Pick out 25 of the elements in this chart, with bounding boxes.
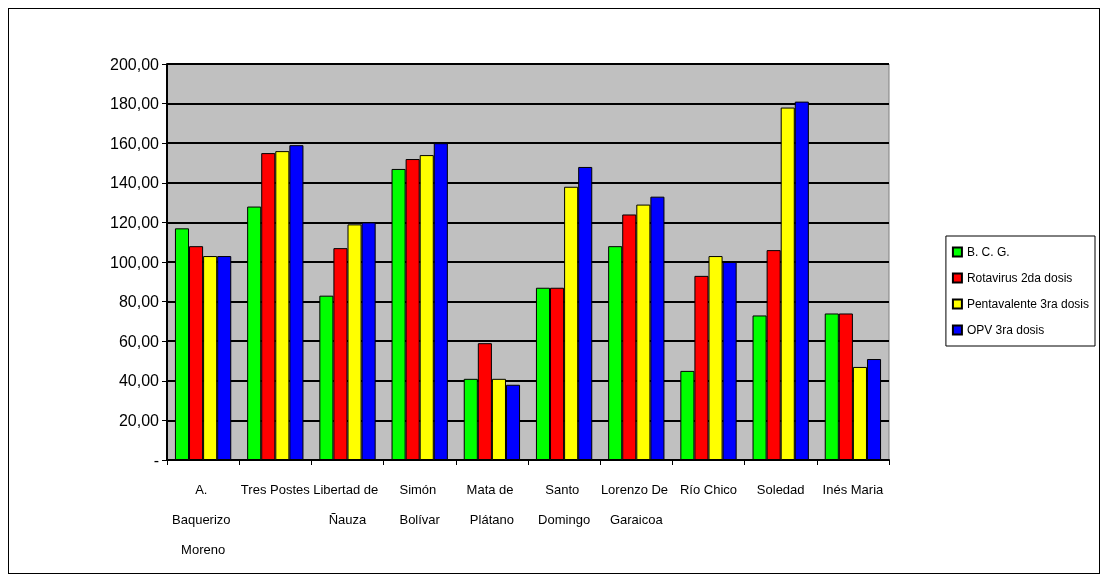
x-tick-label: Río Chico xyxy=(679,481,738,497)
y-tick-label: 140,00 xyxy=(110,174,160,192)
y-tick-label: 60,00 xyxy=(118,332,160,350)
y-tick-label: 100,00 xyxy=(110,253,160,271)
x-tick-label: Lorenzo De Garaicoa xyxy=(600,481,672,527)
x-tick-label: Inés Maria xyxy=(822,481,885,497)
y-tick-label: 20,00 xyxy=(118,411,160,429)
x-tick-label: Tres Postes xyxy=(240,481,311,497)
y-tick-label: 80,00 xyxy=(118,293,160,311)
x-tick-label: Santo Domingo xyxy=(538,481,591,527)
x-tick-label: A. Baquerizo Moreno xyxy=(172,481,235,557)
y-tick-label: - xyxy=(153,451,159,469)
x-tick-label: Simón Bolívar xyxy=(399,481,441,527)
y-tick-label: 40,00 xyxy=(118,372,160,390)
legend-label: Pentavalente 3ra dosis xyxy=(966,297,1090,311)
legend-label: Rotavirus 2da dosis xyxy=(966,271,1073,285)
legend-label: B. C. G. xyxy=(966,245,1010,259)
x-tick-label: Soledad xyxy=(756,481,805,497)
y-tick-label: 180,00 xyxy=(110,95,160,113)
y-tick-label: 160,00 xyxy=(110,134,160,152)
x-tick-label: Libertad de Ñauza xyxy=(313,481,382,527)
y-tick-label: 200,00 xyxy=(110,55,160,73)
y-tick-label: 120,00 xyxy=(110,213,160,231)
legend-label: OPV 3ra dosis xyxy=(966,323,1045,337)
x-tick-label: Mata de Plátano xyxy=(466,481,518,527)
